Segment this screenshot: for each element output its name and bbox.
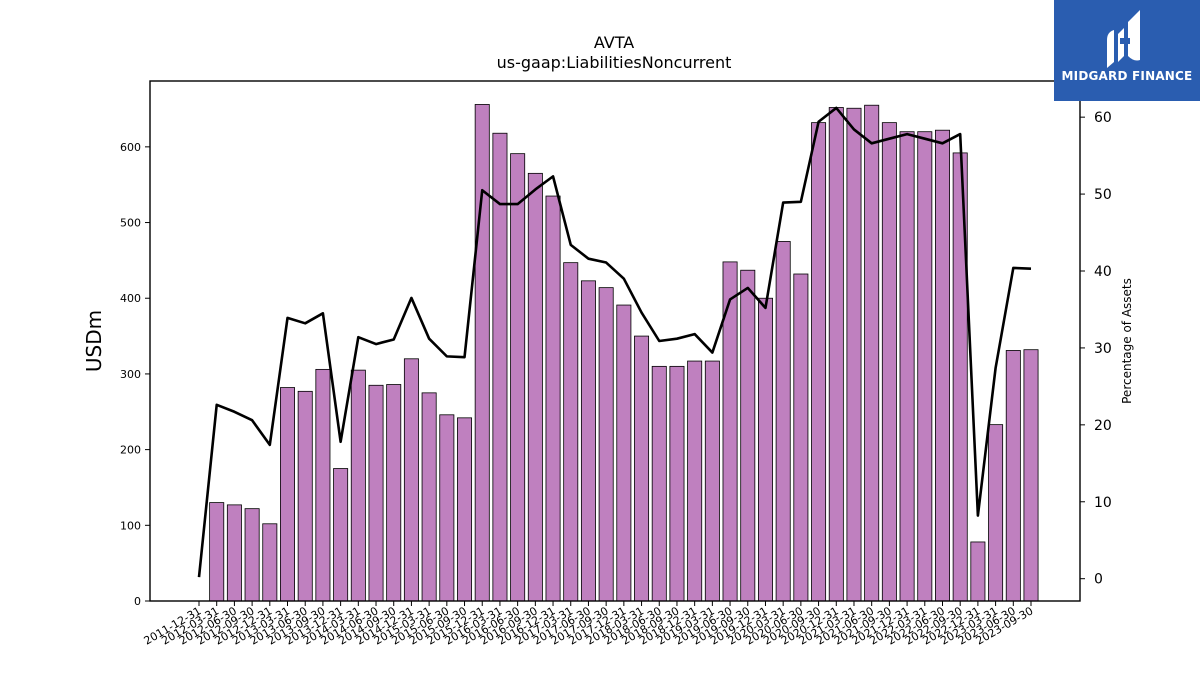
bar [368, 384, 384, 602]
bar [899, 131, 915, 602]
bar [333, 468, 349, 602]
y-tick-label: 0 [134, 595, 141, 608]
bar [315, 368, 331, 602]
y-tick-label: 600 [120, 141, 141, 154]
bar [350, 369, 366, 602]
bar [864, 104, 880, 602]
y2-tick-label: 0 [1094, 572, 1103, 588]
y2-tick-label: 60 [1094, 110, 1112, 126]
bar [1005, 350, 1021, 602]
bar [297, 390, 313, 602]
logo-mark-icon [1107, 10, 1140, 68]
bar [757, 297, 773, 602]
y-tick-label: 300 [120, 368, 141, 381]
bar [651, 365, 667, 602]
bar [457, 417, 473, 602]
logo-text: MIDGARD FINANCE [1061, 69, 1193, 83]
y2-tick-label: 50 [1094, 187, 1112, 203]
bar [598, 287, 614, 602]
y-tick-label: 400 [120, 292, 141, 305]
bar [244, 508, 260, 602]
bar [811, 122, 827, 602]
bar [828, 107, 844, 602]
bar [704, 360, 720, 602]
bar [563, 262, 579, 602]
y-tick-label: 100 [120, 519, 141, 532]
bar [935, 129, 950, 602]
y2-tick-label: 40 [1094, 264, 1112, 280]
y2-axis-ticks: 0 10 20 30 40 50 60 [1080, 110, 1112, 588]
bar [917, 131, 933, 602]
bar [669, 365, 685, 602]
y2-tick-label: 30 [1094, 341, 1112, 357]
bar [545, 195, 561, 602]
bar [616, 304, 632, 602]
bar-group [209, 104, 1039, 602]
bar [846, 107, 862, 602]
x-axis-ticks: 2011-12-312012-03-312012-06-302012-09-30… [142, 601, 1036, 648]
bar [527, 172, 543, 602]
bar [510, 153, 526, 602]
bar [403, 358, 419, 602]
y-axis-label: USDm [82, 310, 106, 372]
y-tick-label: 500 [120, 217, 141, 230]
bar [209, 502, 225, 602]
chart-subtitle: us-gaap:LiabilitiesNoncurrent [497, 53, 732, 72]
bar [439, 414, 455, 602]
bar [262, 523, 278, 602]
bar [386, 384, 402, 602]
bar [226, 504, 242, 602]
bar [740, 269, 756, 602]
bar [421, 392, 437, 602]
bar [793, 273, 809, 602]
y2-tick-label: 10 [1094, 495, 1112, 511]
bar [280, 387, 295, 602]
brand-logo: MIDGARD FINANCE [1054, 0, 1200, 101]
y-tick-label: 200 [120, 444, 141, 457]
bar [970, 541, 986, 602]
bar [988, 424, 1004, 602]
plot-frame [149, 80, 1081, 602]
bar [775, 241, 791, 602]
percentage-line [197, 106, 1032, 578]
bar [474, 104, 490, 602]
bar [881, 122, 897, 602]
y-axis-ticks: 0 100 200 300 400 500 600 [120, 141, 150, 608]
bar [580, 280, 596, 602]
bar [1023, 349, 1039, 602]
bar [634, 335, 650, 602]
y2-axis-label: Percentage of Assets [1120, 278, 1134, 404]
chart-title: AVTA [594, 33, 634, 52]
bar [687, 360, 703, 602]
y2-tick-label: 20 [1094, 418, 1112, 434]
